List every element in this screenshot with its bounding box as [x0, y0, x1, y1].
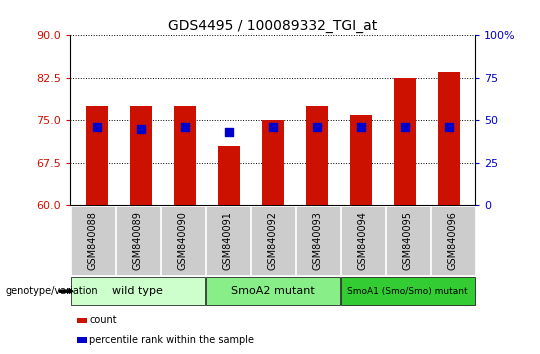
Text: genotype/variation: genotype/variation [5, 286, 98, 296]
Bar [306, 106, 328, 205]
Point [401, 124, 409, 130]
Bar [130, 106, 152, 205]
Point [356, 124, 365, 130]
Point [444, 124, 453, 130]
Point [92, 124, 101, 130]
Text: count: count [89, 315, 117, 325]
Bar [174, 106, 195, 205]
Point [313, 124, 321, 130]
Bar [394, 78, 416, 205]
Point [224, 130, 233, 135]
Bar [438, 72, 460, 205]
Point [268, 124, 277, 130]
Text: SmoA1 (Smo/Smo) mutant: SmoA1 (Smo/Smo) mutant [347, 287, 468, 296]
Bar [350, 115, 372, 205]
Title: GDS4495 / 100089332_TGI_at: GDS4495 / 100089332_TGI_at [168, 19, 377, 33]
Bar [86, 106, 107, 205]
Text: GSM840094: GSM840094 [357, 211, 368, 270]
Bar [262, 120, 284, 205]
Text: percentile rank within the sample: percentile rank within the sample [89, 335, 254, 345]
Text: SmoA2 mutant: SmoA2 mutant [231, 286, 315, 296]
Text: GSM840092: GSM840092 [268, 211, 278, 270]
Text: GSM840093: GSM840093 [313, 211, 323, 270]
Text: GSM840089: GSM840089 [133, 211, 143, 270]
Bar [218, 146, 240, 205]
Text: GSM840095: GSM840095 [403, 211, 413, 270]
Text: GSM840091: GSM840091 [222, 211, 233, 270]
Point [136, 126, 145, 132]
Point [180, 124, 189, 130]
Text: GSM840090: GSM840090 [178, 211, 188, 270]
Text: GSM840096: GSM840096 [448, 211, 458, 270]
Text: GSM840088: GSM840088 [87, 211, 98, 270]
Text: wild type: wild type [112, 286, 163, 296]
